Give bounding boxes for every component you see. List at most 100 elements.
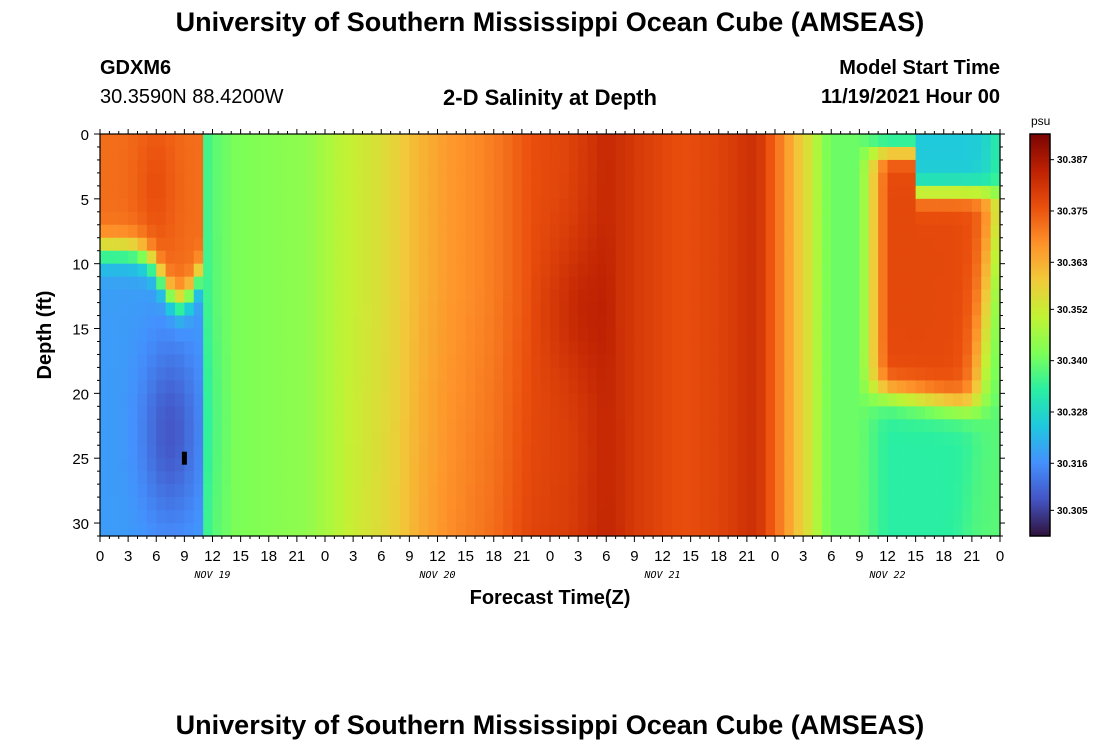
heatmap-cell	[100, 367, 110, 381]
heatmap-cell	[268, 510, 279, 524]
heatmap-cell	[100, 185, 110, 200]
heatmap-cell	[718, 484, 729, 498]
heatmap-cell	[306, 432, 317, 446]
heatmap-cell	[137, 172, 148, 187]
heatmap-cell	[681, 224, 692, 239]
heatmap-cell	[606, 315, 617, 330]
heatmap-cell	[793, 510, 804, 524]
heatmap-cell	[409, 510, 420, 524]
heatmap-cell	[390, 198, 401, 213]
heatmap-cell	[821, 276, 832, 291]
heatmap-cell	[850, 406, 860, 420]
heatmap-cell	[175, 380, 185, 394]
heatmap-cell	[475, 510, 485, 524]
heatmap-cell	[137, 289, 148, 304]
heatmap-cell	[484, 172, 495, 187]
heatmap-cell	[484, 289, 495, 304]
heatmap-cell	[484, 237, 495, 252]
heatmap-cell	[193, 354, 204, 369]
heatmap-cell	[934, 484, 945, 498]
heatmap-cell	[718, 302, 729, 317]
heatmap-cell	[578, 341, 589, 356]
heatmap-cell	[540, 341, 551, 356]
heatmap-cell	[221, 367, 232, 381]
x-tick-label: 9	[180, 548, 188, 565]
heatmap-cell	[765, 237, 776, 252]
heatmap-cell	[587, 341, 598, 356]
heatmap-cell	[775, 458, 785, 472]
heatmap-cell	[784, 341, 795, 356]
heatmap-cell	[390, 302, 401, 317]
heatmap-cell	[812, 328, 823, 343]
heatmap-cell	[371, 328, 382, 343]
heatmap-cell	[362, 406, 373, 420]
heatmap-cell	[118, 341, 129, 356]
heatmap-cell	[437, 134, 448, 148]
heatmap-cell	[653, 419, 664, 433]
heatmap-cell	[859, 497, 870, 511]
heatmap-cell	[821, 146, 832, 161]
heatmap-cell	[578, 250, 589, 265]
heatmap-cell	[503, 237, 514, 252]
heatmap-cell	[109, 146, 120, 161]
heatmap-cell	[278, 484, 289, 498]
heatmap-cell	[756, 302, 767, 317]
heatmap-cell	[587, 224, 598, 239]
x-tick-label: 6	[827, 548, 835, 565]
heatmap-cell	[634, 185, 645, 200]
heatmap-cell	[343, 146, 354, 161]
heatmap-cell	[371, 484, 382, 498]
heatmap-cell	[596, 367, 607, 381]
heatmap-cell	[859, 510, 870, 524]
heatmap-cell	[325, 159, 335, 174]
heatmap-cell	[709, 134, 720, 148]
heatmap-cell	[981, 367, 992, 381]
heatmap-cell	[925, 276, 935, 291]
heatmap-cell	[906, 523, 917, 537]
x-tick-label: 15	[457, 548, 474, 565]
heatmap-cell	[456, 250, 467, 265]
heatmap-cell	[409, 484, 420, 498]
heatmap-cell	[550, 510, 560, 524]
heatmap-cell	[718, 289, 729, 304]
heatmap-cell	[784, 237, 795, 252]
heatmap-cell	[540, 237, 551, 252]
x-tick-label: 3	[349, 548, 357, 565]
heatmap-cell	[700, 484, 710, 498]
heatmap-cell	[512, 172, 523, 187]
heatmap-cell	[596, 445, 607, 459]
heatmap-cell	[643, 341, 654, 356]
heatmap-cell	[437, 263, 448, 278]
heatmap-cell	[315, 224, 326, 239]
heatmap-cell	[315, 510, 326, 524]
heatmap-cell	[596, 393, 607, 407]
heatmap-cell	[925, 198, 935, 213]
heatmap-cell	[756, 250, 767, 265]
heatmap-cell	[203, 354, 214, 369]
heatmap-cell	[118, 250, 129, 265]
heatmap-cell	[981, 406, 992, 420]
heatmap-cell	[634, 380, 645, 394]
heatmap-cell	[175, 523, 185, 537]
heatmap-cell	[896, 393, 907, 407]
heatmap-cell	[371, 237, 382, 252]
heatmap-cell	[681, 393, 692, 407]
heatmap-cell	[240, 484, 251, 498]
heatmap-cell	[700, 497, 710, 511]
heatmap-cell	[587, 185, 598, 200]
heatmap-cell	[859, 211, 870, 226]
heatmap-cell	[587, 458, 598, 472]
heatmap-cell	[118, 523, 129, 537]
heatmap-cell	[221, 159, 232, 174]
heatmap-cell	[831, 315, 842, 330]
heatmap-cell	[203, 406, 214, 420]
heatmap-cell	[156, 432, 167, 446]
heatmap-cell	[906, 276, 917, 291]
heatmap-cell	[296, 484, 307, 498]
heatmap-cell	[625, 484, 635, 498]
heatmap-cell	[259, 445, 270, 459]
heatmap-cell	[821, 458, 832, 472]
heatmap-cell	[306, 237, 317, 252]
heatmap-cell	[512, 134, 523, 148]
heatmap-cell	[259, 237, 270, 252]
